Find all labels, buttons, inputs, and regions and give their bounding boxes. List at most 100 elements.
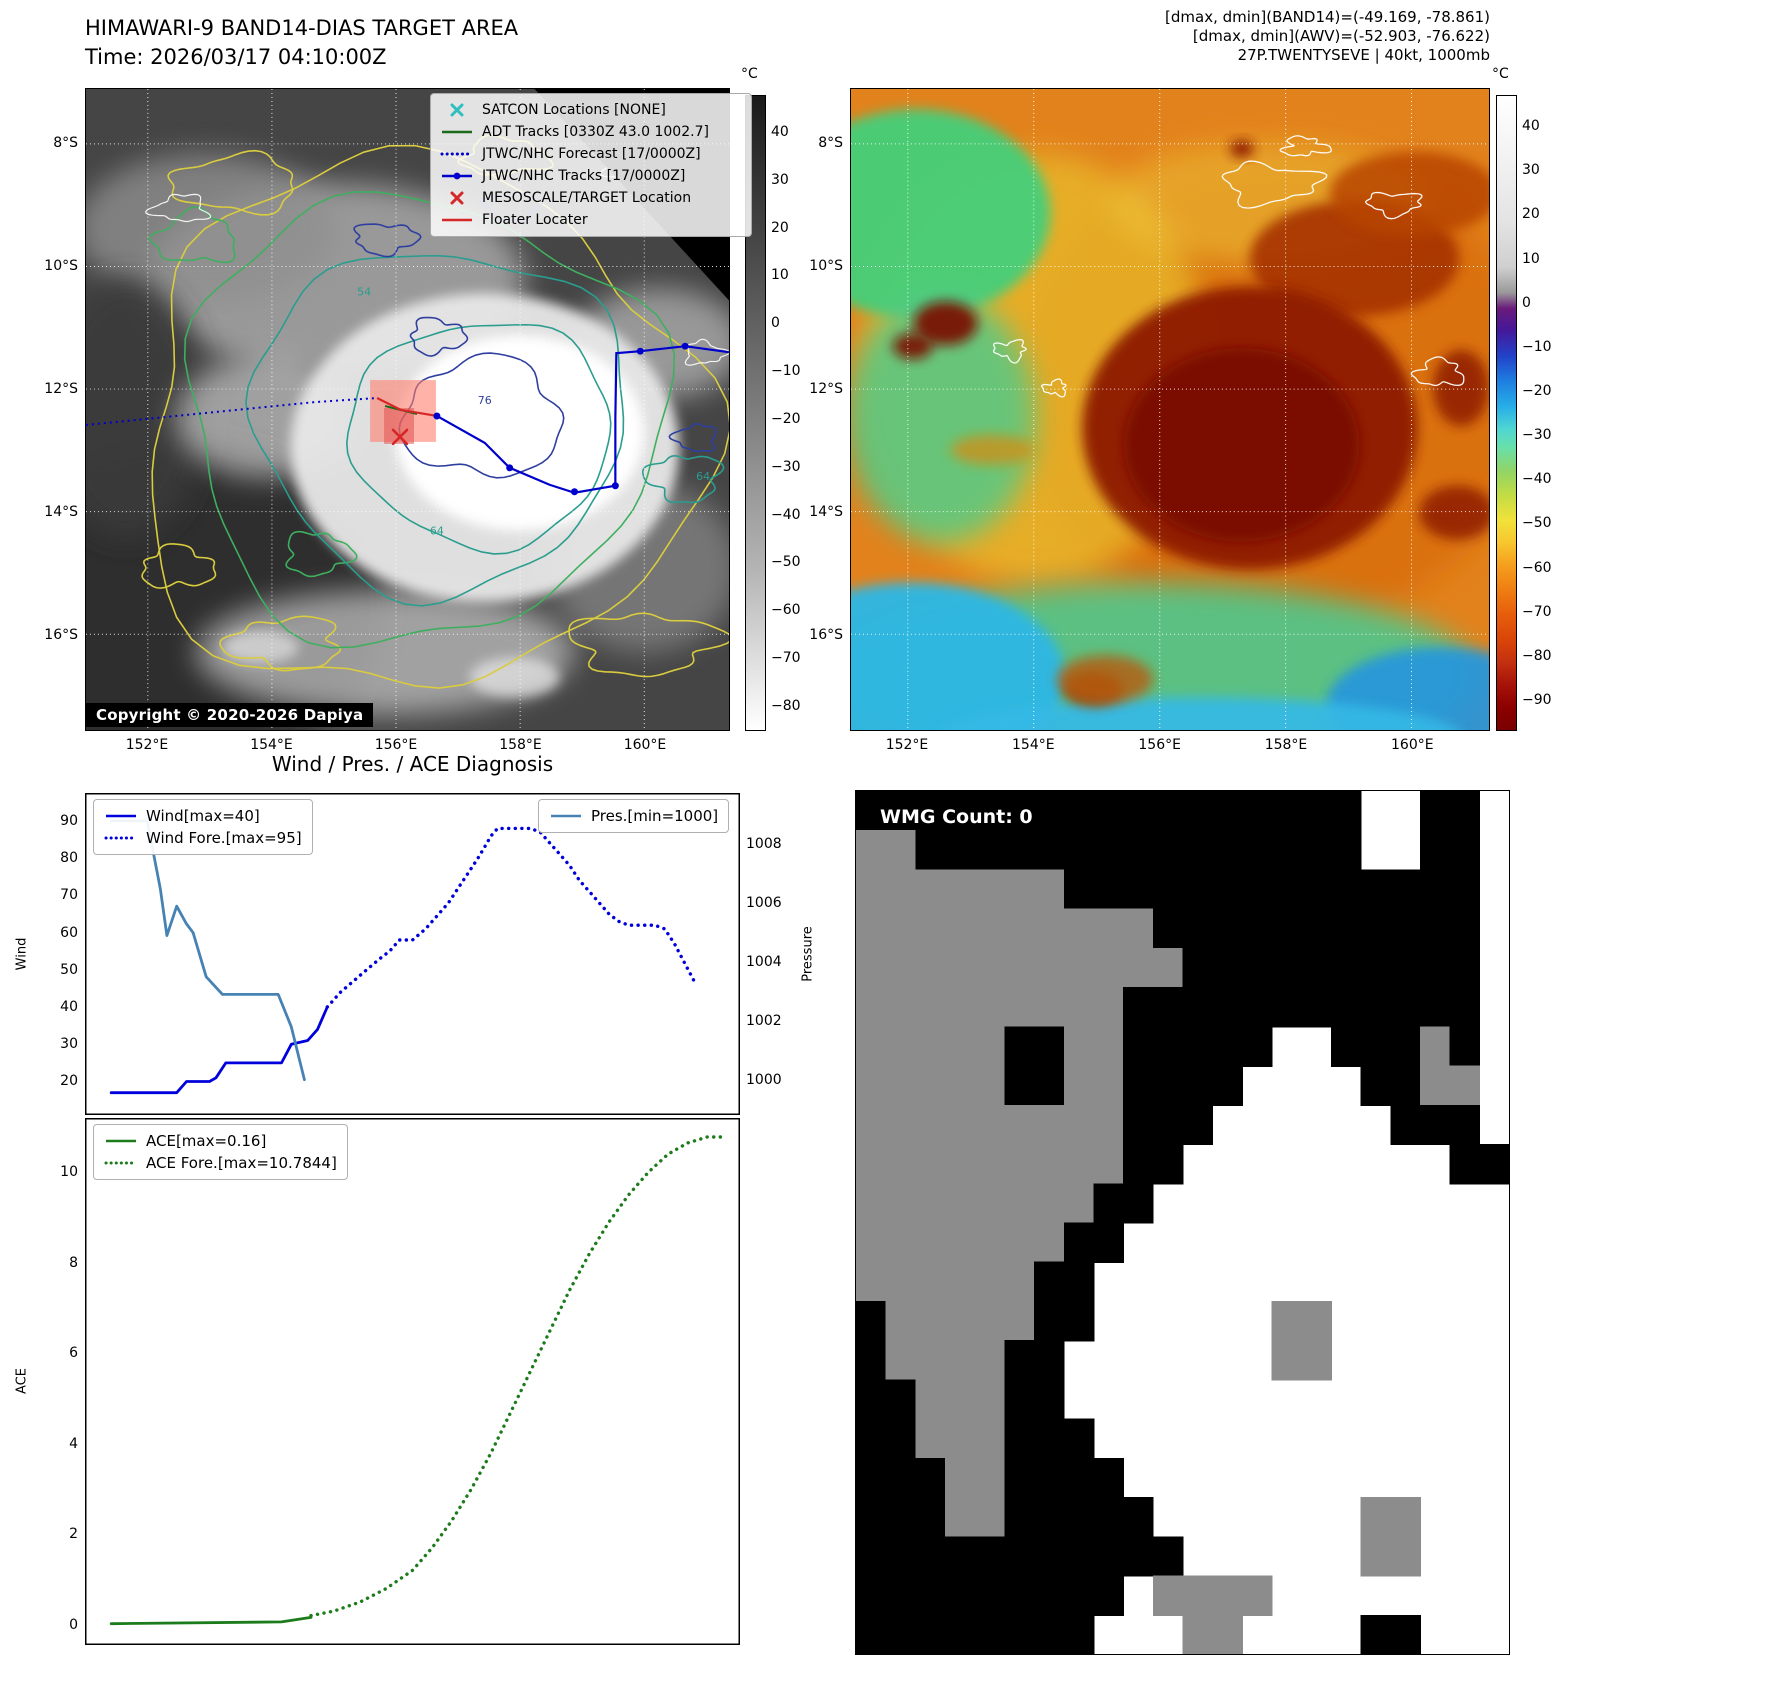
colorbar-tick-label: −70 bbox=[771, 650, 801, 666]
header-storm-info: 27P.TWENTYSEVE | 40kt, 1000mb bbox=[1237, 46, 1490, 64]
band14-y-axis: 8°S 10°S 12°S 14°S 16°S bbox=[28, 88, 78, 731]
legend-marker-x-icon bbox=[450, 191, 464, 205]
contour-label: 54 bbox=[357, 285, 371, 298]
colorbar-tick-label: −90 bbox=[1522, 692, 1552, 708]
band14-title-block: HIMAWARI-9 BAND14-DIAS TARGET AREA Time:… bbox=[85, 14, 518, 72]
legend-marker-line-icon bbox=[442, 218, 472, 222]
legend-label: JTWC/NHC Tracks [17/0000Z] bbox=[482, 168, 686, 184]
colorbar-tick-label: −80 bbox=[771, 698, 801, 714]
x-tick-label: 154°E bbox=[250, 737, 293, 753]
legend-marker-x-icon bbox=[450, 103, 464, 117]
contour-label: 64 bbox=[430, 525, 444, 538]
mesoscale-target-x-icon bbox=[391, 428, 409, 446]
legend-label: JTWC/NHC Forecast [17/0000Z] bbox=[482, 146, 701, 162]
chart-ytick-label: 10 bbox=[60, 1164, 78, 1181]
x-tick-label: 160°E bbox=[623, 737, 667, 753]
contour-set bbox=[245, 254, 725, 607]
colorbar-tick-label: −40 bbox=[771, 507, 801, 523]
wind-axis-label: Wind bbox=[14, 937, 30, 971]
colorbar-tick-label: −80 bbox=[1522, 648, 1552, 664]
legend-item: Floater Locater bbox=[440, 209, 742, 231]
x-tick-label: 156°E bbox=[1138, 737, 1181, 753]
wmg-mask-image bbox=[856, 791, 1509, 1654]
y-tick-label: 14°S bbox=[809, 504, 843, 520]
chart-ytick-label: 50 bbox=[60, 961, 78, 978]
cloud-blobs bbox=[86, 153, 729, 730]
colorbar-tick-label: −10 bbox=[771, 363, 801, 379]
chart-ytick-label: 0 bbox=[69, 1616, 78, 1633]
colorbar-tick-label: 20 bbox=[1522, 206, 1540, 222]
floater-line bbox=[376, 397, 438, 418]
colorbar-tick-label: −50 bbox=[1522, 515, 1552, 531]
band14-x-axis: 152°E 154°E 156°E 158°E 160°E bbox=[85, 737, 730, 757]
chart-ytick-label: 40 bbox=[60, 999, 78, 1016]
wmg-panel: WMG Count: 0 bbox=[855, 790, 1510, 1655]
colorbar-tick-label: 20 bbox=[771, 220, 789, 236]
colorbar-tick-label: −50 bbox=[771, 554, 801, 570]
legend-marker-line-icon bbox=[551, 814, 581, 818]
wind-legend: Wind[max=40] Wind Fore.[max=95] bbox=[93, 799, 313, 855]
colorbar-tick-label: −30 bbox=[771, 459, 801, 475]
pressure-legend: Pres.[min=1000] bbox=[538, 799, 730, 833]
chart-ytick-label: 1006 bbox=[746, 895, 782, 912]
pressure-y-axis: 1000 1002 1004 1006 1008 bbox=[746, 793, 796, 1115]
colorbar-tick-label: 10 bbox=[771, 267, 789, 283]
chart-ytick-label: 1002 bbox=[746, 1012, 782, 1029]
colorbar-tick-label: −60 bbox=[1522, 560, 1552, 576]
legend-item: Wind Fore.[max=95] bbox=[104, 827, 302, 849]
legend-label: Wind Fore.[max=95] bbox=[146, 829, 302, 847]
y-tick-label: 12°S bbox=[44, 381, 78, 397]
legend-item: JTWC/NHC Forecast [17/0000Z] bbox=[440, 143, 742, 165]
band14-title: HIMAWARI-9 BAND14-DIAS TARGET AREA bbox=[85, 16, 519, 40]
chart-ytick-label: 60 bbox=[60, 924, 78, 941]
chart-ytick-label: 1008 bbox=[746, 836, 782, 853]
band14-colorbar-unit: °C bbox=[741, 66, 758, 82]
x-tick-label: 152°E bbox=[125, 737, 169, 753]
contour-set bbox=[148, 191, 676, 649]
jtwc-forecast-line bbox=[86, 397, 378, 426]
legend-label: ACE[max=0.16] bbox=[146, 1132, 267, 1150]
ace-chart bbox=[85, 1118, 740, 1645]
x-tick-label: 158°E bbox=[1264, 737, 1308, 753]
chart-ytick-label: 30 bbox=[60, 1036, 78, 1053]
legend-item: ACE Fore.[max=10.7844] bbox=[104, 1152, 337, 1174]
colorbar-tick-label: 30 bbox=[771, 172, 789, 188]
series-Pres.[min=1000] bbox=[109, 819, 306, 1082]
legend-label: Floater Locater bbox=[482, 212, 588, 228]
awv-map-panel bbox=[850, 88, 1490, 731]
band14-subtitle: Time: 2026/03/17 04:10:00Z bbox=[85, 45, 387, 69]
legend-label: Pres.[min=1000] bbox=[591, 807, 719, 825]
colorbar-tick-label: 10 bbox=[1522, 251, 1540, 267]
x-tick-label: 160°E bbox=[1391, 737, 1434, 753]
legend-item: ADT Tracks [0330Z 43.0 1002.7] bbox=[440, 121, 742, 143]
chart-ytick-label: 8 bbox=[69, 1254, 78, 1271]
chart-ytick-label: 90 bbox=[60, 812, 78, 829]
legend-item: JTWC/NHC Tracks [17/0000Z] bbox=[440, 165, 742, 187]
chart-ytick-label: 1000 bbox=[746, 1071, 782, 1088]
header-dmax-band14: [dmax, dmin](BAND14)=(-49.169, -78.861) bbox=[1165, 8, 1490, 26]
chart-ytick-label: 4 bbox=[69, 1435, 78, 1452]
ace-legend: ACE[max=0.16] ACE Fore.[max=10.7844] bbox=[93, 1124, 348, 1180]
y-tick-label: 10°S bbox=[44, 258, 78, 274]
chart-ytick-label: 70 bbox=[60, 887, 78, 904]
ace-axis-label: ACE bbox=[14, 1368, 30, 1394]
awv-x-axis: 152°E 154°E 156°E 158°E 160°E bbox=[850, 737, 1490, 757]
y-tick-label: 8°S bbox=[53, 135, 78, 151]
legend-label: SATCON Locations [NONE] bbox=[482, 102, 666, 118]
y-tick-label: 16°S bbox=[44, 627, 78, 643]
legend-item: SATCON Locations [NONE] bbox=[440, 99, 742, 121]
ir-color-blobs bbox=[851, 108, 1489, 730]
x-tick-label: 158°E bbox=[499, 737, 542, 753]
legend-marker-line-icon bbox=[442, 130, 472, 134]
pressure-axis-label: Pressure bbox=[800, 926, 816, 982]
legend-item: ACE[max=0.16] bbox=[104, 1130, 337, 1152]
chart-ytick-label: 6 bbox=[69, 1345, 78, 1362]
band14-satellite-image: 54 76 64 64 bbox=[86, 89, 729, 730]
legend-marker-dotted-icon bbox=[440, 152, 474, 156]
series-ACE[max=0.16] bbox=[109, 1615, 313, 1626]
x-tick-label: 156°E bbox=[374, 737, 418, 753]
awv-colorbar bbox=[1496, 95, 1517, 731]
legend-item: Wind[max=40] bbox=[104, 805, 302, 827]
y-tick-label: 16°S bbox=[809, 627, 843, 643]
diagnosis-title: Wind / Pres. / ACE Diagnosis bbox=[271, 752, 554, 776]
